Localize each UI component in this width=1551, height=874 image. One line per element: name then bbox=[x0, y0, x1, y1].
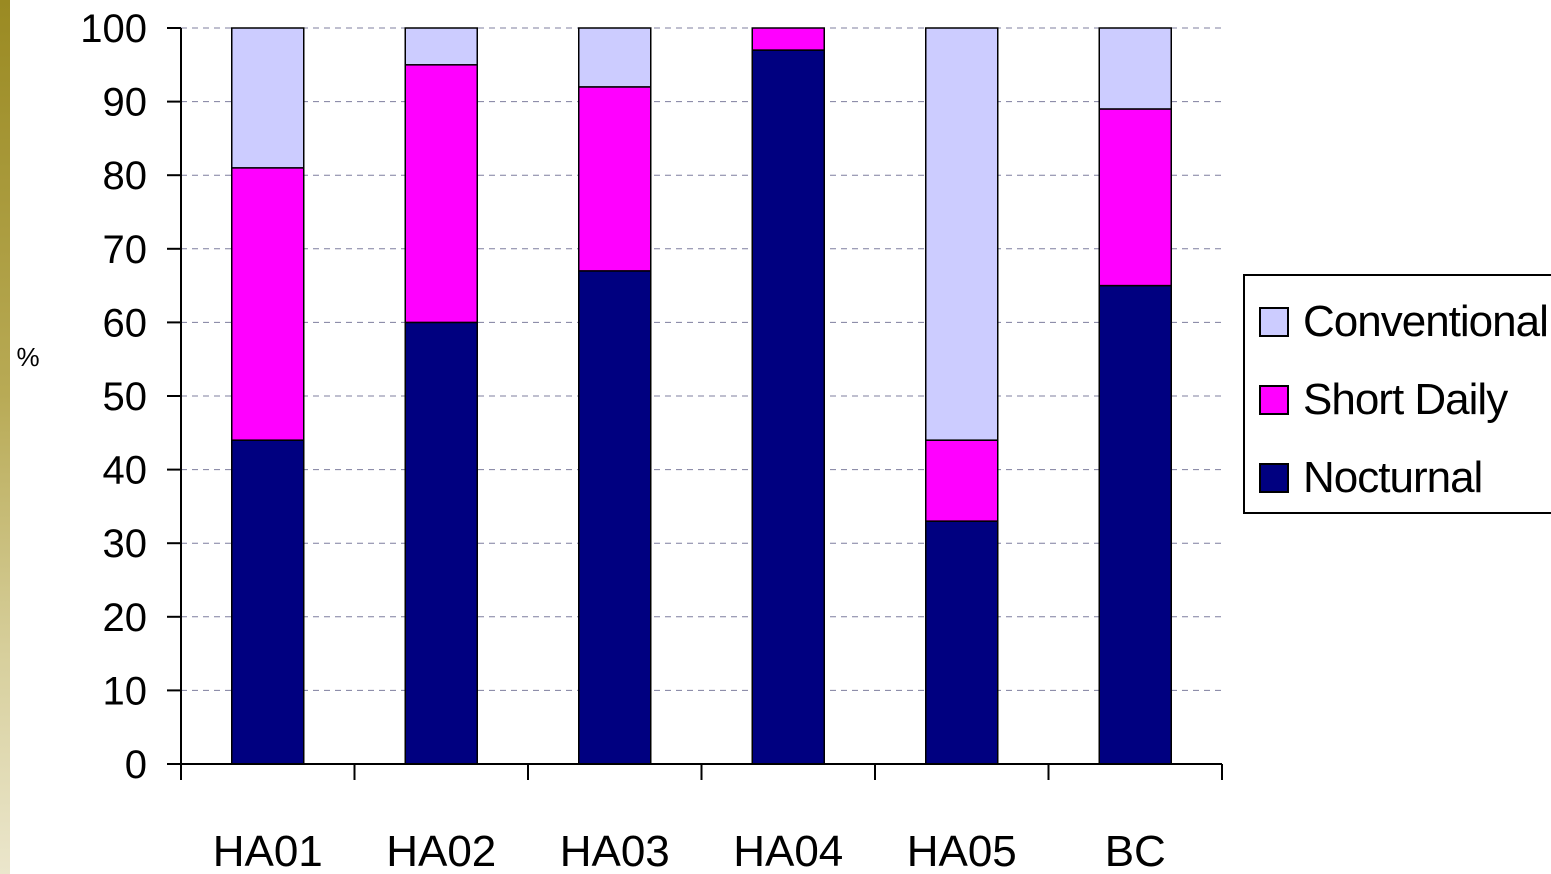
bar-ha05-short-daily bbox=[925, 439, 999, 522]
bar-ha02-short-daily bbox=[404, 64, 478, 324]
axes bbox=[167, 27, 1223, 780]
y-tick-label-50: 50 bbox=[103, 375, 148, 419]
legend-label-nocturnal: Nocturnal bbox=[1303, 453, 1483, 502]
x-category-label-bc: BC bbox=[1105, 827, 1166, 874]
bar-ha05-conventional bbox=[925, 27, 999, 441]
bar-ha03-conventional bbox=[578, 27, 652, 88]
y-tick-label-10: 10 bbox=[103, 669, 148, 713]
bar-ha05-nocturnal bbox=[925, 520, 999, 765]
slide-accent-bar bbox=[0, 0, 10, 874]
bar-ha04-short-daily bbox=[751, 27, 825, 51]
bars bbox=[231, 27, 1172, 765]
legend: Conventional Short Daily Nocturnal bbox=[1243, 274, 1551, 514]
x-category-label-ha05: HA05 bbox=[907, 827, 1017, 874]
legend-swatch-conventional bbox=[1259, 307, 1289, 337]
bar-ha03-short-daily bbox=[578, 86, 652, 272]
bar-ha03-nocturnal bbox=[578, 270, 652, 765]
bar-ha01-nocturnal bbox=[231, 439, 305, 765]
y-tick-labels: 0 10 20 30 40 50 60 70 80 90 100 bbox=[80, 7, 147, 787]
x-category-label-ha02: HA02 bbox=[386, 827, 496, 874]
bar-ha02-conventional bbox=[404, 27, 478, 66]
x-category-label-ha04: HA04 bbox=[733, 827, 843, 874]
y-tick-label-40: 40 bbox=[103, 449, 148, 493]
legend-item-conventional: Conventional bbox=[1259, 292, 1549, 352]
bar-bc-conventional bbox=[1098, 27, 1172, 110]
bar-ha02-nocturnal bbox=[404, 321, 478, 765]
y-tick-label-100: 100 bbox=[80, 7, 147, 51]
bar-bc-nocturnal bbox=[1098, 284, 1172, 765]
y-tick-label-90: 90 bbox=[103, 81, 148, 125]
legend-swatch-short-daily bbox=[1259, 385, 1289, 415]
bar-ha01-conventional bbox=[231, 27, 305, 169]
y-tick-label-80: 80 bbox=[103, 154, 148, 198]
legend-swatch-nocturnal bbox=[1259, 463, 1289, 493]
bar-ha01-short-daily bbox=[231, 167, 305, 441]
legend-item-nocturnal: Nocturnal bbox=[1259, 448, 1483, 508]
x-category-label-ha01: HA01 bbox=[213, 827, 323, 874]
y-axis-label: % bbox=[16, 342, 39, 372]
bar-bc-short-daily bbox=[1098, 108, 1172, 287]
x-category-labels: HA01 HA02 HA03 HA04 HA05 BC bbox=[213, 827, 1166, 874]
gridlines bbox=[181, 27, 1222, 691]
legend-label-short-daily: Short Daily bbox=[1303, 375, 1508, 424]
y-tick-label-70: 70 bbox=[103, 228, 148, 272]
y-tick-label-20: 20 bbox=[103, 596, 148, 640]
bar-ha04-nocturnal bbox=[751, 49, 825, 765]
legend-label-conventional: Conventional bbox=[1303, 297, 1549, 346]
y-tick-label-0: 0 bbox=[125, 743, 147, 787]
legend-item-short-daily: Short Daily bbox=[1259, 370, 1508, 430]
y-tick-label-30: 30 bbox=[103, 522, 148, 566]
x-category-label-ha03: HA03 bbox=[560, 827, 670, 874]
y-tick-label-60: 60 bbox=[103, 301, 148, 345]
